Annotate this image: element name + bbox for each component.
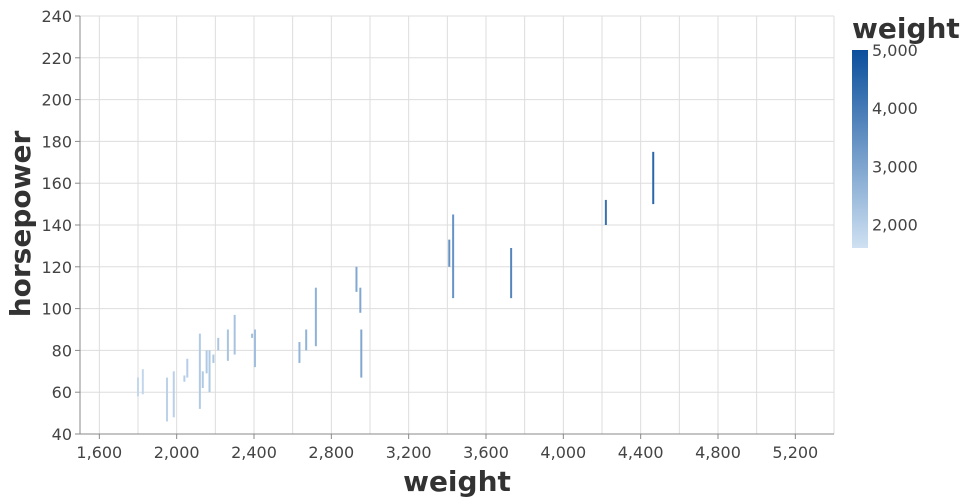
y-axis-ticks: 40 60 80 100 120 140 160 180 200 220 240 [41, 7, 80, 444]
x-tick-label: 3,200 [386, 443, 432, 462]
color-legend: weight 2,000 3,000 4,000 5,000 [852, 12, 960, 248]
x-tick-label: 4,800 [695, 443, 741, 462]
x-axis-ticks: 1,600 2,000 2,400 2,800 3,200 3,600 4,000 4,400… [76, 434, 818, 462]
y-tick-label: 200 [41, 91, 72, 110]
y-tick-label: 100 [41, 300, 72, 319]
grid-lines [79, 15, 835, 435]
legend-tick-label: 3,000 [872, 157, 918, 176]
range-bars [137, 151, 655, 422]
legend-ticks: 2,000 3,000 4,000 5,000 [872, 41, 918, 235]
x-tick-label: 2,000 [154, 443, 200, 462]
x-tick-label: 2,800 [308, 443, 354, 462]
y-tick-label: 160 [41, 174, 72, 193]
x-tick-label: 1,600 [76, 443, 122, 462]
y-axis-title: horsepower [4, 131, 37, 318]
legend-tick-label: 4,000 [872, 99, 918, 118]
y-tick-label: 220 [41, 49, 72, 68]
x-tick-label: 3,600 [463, 443, 509, 462]
x-axis-title: weight [403, 465, 511, 498]
legend-title: weight [852, 12, 960, 45]
x-tick-label: 5,200 [772, 443, 818, 462]
y-tick-label: 60 [52, 383, 72, 402]
x-tick-label: 2,400 [231, 443, 277, 462]
legend-tick-label: 2,000 [872, 216, 918, 235]
legend-gradient-bar [852, 50, 868, 248]
y-tick-label: 140 [41, 216, 72, 235]
x-tick-label: 4,400 [618, 443, 664, 462]
y-tick-label: 120 [41, 258, 72, 277]
y-tick-label: 240 [41, 7, 72, 26]
legend-tick-label: 5,000 [872, 41, 918, 60]
x-tick-label: 4,000 [540, 443, 586, 462]
y-tick-label: 80 [52, 341, 72, 360]
y-tick-label: 180 [41, 132, 72, 151]
y-tick-label: 40 [52, 425, 72, 444]
